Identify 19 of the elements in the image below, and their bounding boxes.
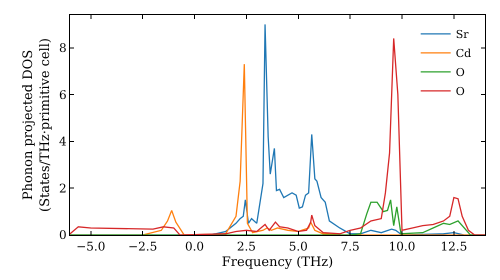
legend-label: Cd (456, 47, 472, 60)
legend-label: O (456, 85, 465, 98)
x-tick-label: 7.5 (340, 239, 360, 254)
x-tick-label: −5.0 (76, 239, 106, 254)
legend-label: Sr (456, 28, 470, 42)
x-tick-label: −2.5 (128, 239, 158, 254)
y-axis-title: Phonon projected DOS (States/THz·primitive cell) (21, 38, 53, 212)
x-tick-label: 2.5 (236, 239, 256, 254)
x-axis-title: Frequency (THz) (222, 255, 334, 270)
y-tick-label: 8 (58, 40, 67, 55)
x-tick-label: 5.0 (288, 239, 308, 254)
x-tick-label: 10.0 (388, 239, 416, 254)
x-tick-label: 12.5 (440, 239, 468, 254)
y-tick-label: 4 (58, 134, 67, 149)
y-tick-label: 2 (58, 181, 67, 196)
y-tick-label: 0 (58, 228, 67, 242)
legend-label: O (456, 66, 465, 80)
x-tick-label: 0.0 (184, 239, 204, 254)
y-tick-label: 6 (58, 88, 67, 102)
